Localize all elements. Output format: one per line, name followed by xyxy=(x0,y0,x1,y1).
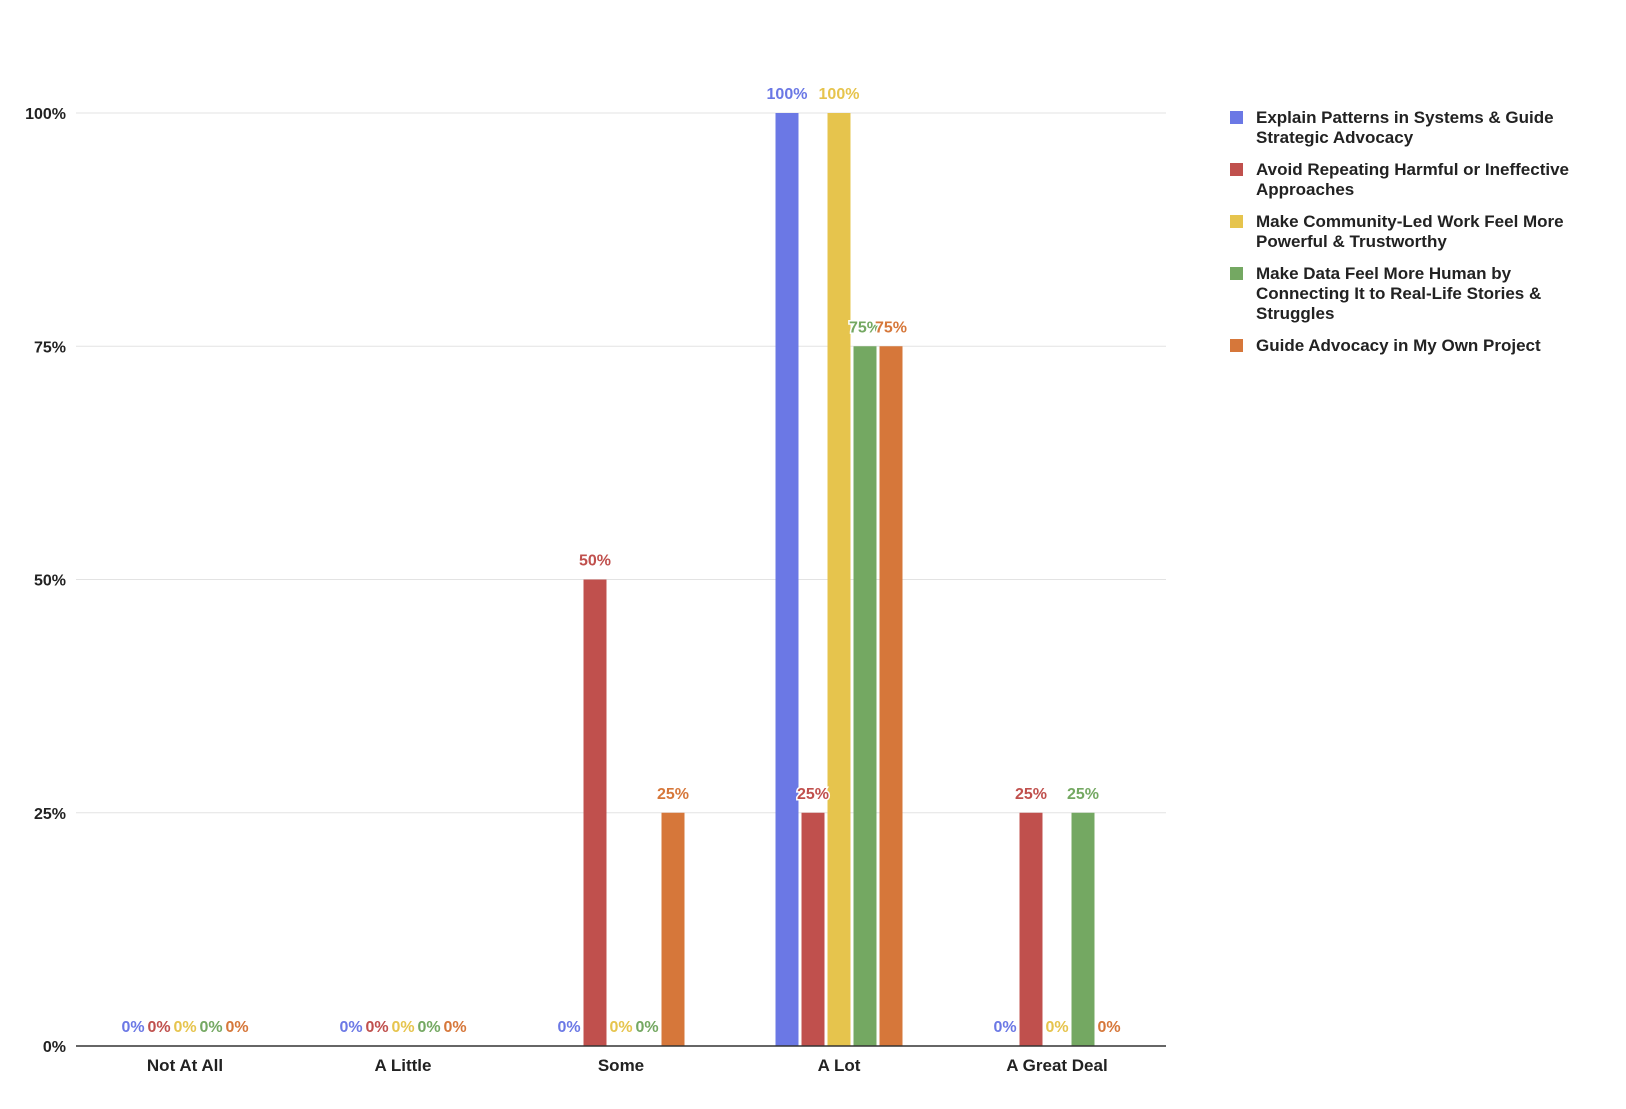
x-tick-label: Some xyxy=(598,1056,644,1075)
bar[interactable] xyxy=(775,113,799,1046)
data-label: 25% xyxy=(1015,786,1047,803)
legend-label: Explain Patterns in Systems & Guide xyxy=(1256,108,1554,127)
data-label: 25% xyxy=(657,786,689,803)
y-tick-label: 50% xyxy=(34,573,66,590)
legend-item[interactable]: Make Community-Led Work Feel MorePowerfu… xyxy=(1230,212,1564,251)
legend-swatch xyxy=(1230,111,1243,124)
legend-swatch xyxy=(1230,339,1243,352)
data-label: 0% xyxy=(391,1019,414,1036)
x-tick-label: A Lot xyxy=(818,1056,861,1075)
data-label: 0% xyxy=(557,1019,580,1036)
legend-label: Struggles xyxy=(1256,304,1334,323)
data-label: 75% xyxy=(875,319,907,336)
bar[interactable] xyxy=(1019,812,1043,1046)
data-label: 25% xyxy=(797,786,829,803)
legend-label: Powerful & Trustworthy xyxy=(1256,232,1447,251)
legend-label: Connecting It to Real-Life Stories & xyxy=(1256,284,1541,303)
bar[interactable] xyxy=(801,812,825,1046)
data-label: 0% xyxy=(1097,1019,1120,1036)
data-label: 0% xyxy=(173,1019,196,1036)
data-label: 25% xyxy=(1067,786,1099,803)
legend-item[interactable]: Avoid Repeating Harmful or IneffectiveAp… xyxy=(1230,160,1569,199)
legend-item[interactable]: Guide Advocacy in My Own Project xyxy=(1230,336,1541,355)
data-label: 0% xyxy=(339,1019,362,1036)
data-label: 0% xyxy=(147,1019,170,1036)
data-label: 0% xyxy=(609,1019,632,1036)
legend-label: Strategic Advocacy xyxy=(1256,128,1414,147)
legend-label: Approaches xyxy=(1256,180,1354,199)
data-label: 0% xyxy=(225,1019,248,1036)
gridlines xyxy=(76,112,1166,814)
bar[interactable] xyxy=(827,113,851,1046)
y-tick-label: 100% xyxy=(25,106,66,123)
legend-label: Make Community-Led Work Feel More xyxy=(1256,212,1564,231)
data-label: 0% xyxy=(1045,1019,1068,1036)
bar[interactable] xyxy=(853,346,877,1046)
x-tick-label: A Great Deal xyxy=(1006,1056,1107,1075)
bar[interactable] xyxy=(661,812,685,1046)
legend-swatch xyxy=(1230,267,1243,280)
legend-label: Avoid Repeating Harmful or Ineffective xyxy=(1256,160,1569,179)
bar[interactable] xyxy=(1071,812,1095,1046)
x-tick-label: Not At All xyxy=(147,1056,223,1075)
legend-swatch xyxy=(1230,215,1243,228)
y-tick-label: 0% xyxy=(43,1039,66,1056)
y-tick-label: 75% xyxy=(34,339,66,356)
data-label: 0% xyxy=(635,1019,658,1036)
data-labels: 0% 0% 0% 0% 0% 0% 0% 0% 0% 0% 0%50%0% 0%25%100%25%1… xyxy=(120,85,1122,1038)
data-label: 50% xyxy=(579,553,611,570)
legend-label: Guide Advocacy in My Own Project xyxy=(1256,336,1541,355)
bar[interactable] xyxy=(879,346,903,1046)
legend-swatch xyxy=(1230,163,1243,176)
data-label: 0% xyxy=(121,1019,144,1036)
legend-item[interactable]: Explain Patterns in Systems & GuideStrat… xyxy=(1230,108,1554,147)
data-label: 0% xyxy=(443,1019,466,1036)
data-label: 100% xyxy=(767,86,808,103)
x-tick-label: A Little xyxy=(375,1056,432,1075)
legend-label: Make Data Feel More Human by xyxy=(1256,264,1512,283)
y-axis-tick-labels: 0% 25% 50% 75% 100% xyxy=(25,106,66,1056)
data-label: 0% xyxy=(199,1019,222,1036)
data-label: 0% xyxy=(417,1019,440,1036)
data-label: 0% xyxy=(365,1019,388,1036)
bar[interactable] xyxy=(583,579,607,1047)
data-label: 75% xyxy=(849,319,881,336)
y-tick-label: 25% xyxy=(34,806,66,823)
x-axis-tick-labels: Not At All A Little Some A Lot A Great Deal xyxy=(147,1056,1108,1075)
data-label: 100% xyxy=(819,86,860,103)
bars xyxy=(583,113,1095,1047)
data-label: 0% xyxy=(993,1019,1016,1036)
legend[interactable]: Explain Patterns in Systems & GuideStrat… xyxy=(1230,108,1569,355)
